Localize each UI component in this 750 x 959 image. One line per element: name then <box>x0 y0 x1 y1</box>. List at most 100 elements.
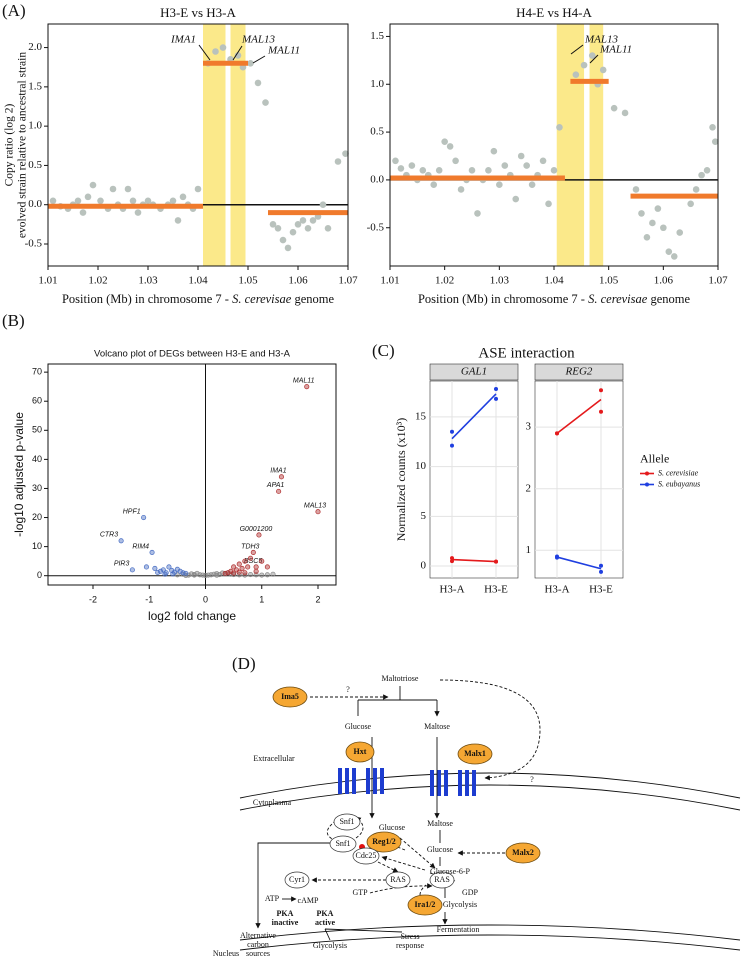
chart-title: H3-E vs H3-A <box>160 5 236 20</box>
plot-area <box>429 380 519 579</box>
process: Fermentation <box>437 925 480 934</box>
data-point <box>157 568 164 574</box>
data-point <box>242 570 248 576</box>
data-point <box>124 185 132 193</box>
data-point <box>319 201 327 209</box>
data-point <box>149 549 155 555</box>
protein-label: Snf1 <box>335 839 350 848</box>
replicate-point <box>599 563 603 568</box>
protein <box>329 835 357 853</box>
process: Glycolysis <box>313 941 347 950</box>
data-point <box>289 228 297 236</box>
data-point <box>170 571 176 577</box>
data-point <box>523 162 530 169</box>
x-tick-label: 1.02 <box>435 275 454 287</box>
data-point <box>610 104 618 112</box>
y-tick-label: 20 <box>32 512 42 522</box>
x-tick-label: 1.05 <box>238 275 258 287</box>
annotation: MAL11 <box>267 45 300 57</box>
data-point <box>212 48 219 55</box>
point-label: HPF1 <box>123 508 141 515</box>
legend-label: S. cerevisiae <box>658 468 699 477</box>
data-point <box>97 197 104 205</box>
pka-state: PKA <box>317 909 334 918</box>
data-point <box>247 59 254 67</box>
x-tick-label: 0 <box>203 594 208 604</box>
data-point <box>632 186 640 193</box>
replicate-point <box>494 386 498 391</box>
data-point <box>250 549 256 555</box>
protein-label: Snf1 <box>339 817 354 826</box>
data-point <box>129 567 135 573</box>
leader-line <box>570 44 584 55</box>
x-tick-label: 1.01 <box>380 275 399 287</box>
data-point <box>452 157 459 165</box>
data-point <box>512 195 520 203</box>
data-point <box>231 571 237 578</box>
data-point <box>194 185 202 193</box>
question-mark: ? <box>346 685 350 694</box>
arrow <box>377 861 399 873</box>
data-point <box>457 186 465 193</box>
data-point <box>430 181 438 188</box>
membrane <box>239 772 741 799</box>
point-label: TDH3 <box>241 543 259 550</box>
y-tick-label: 0 <box>37 570 42 580</box>
leader-line <box>589 54 599 64</box>
series-line <box>556 556 602 570</box>
data-point <box>245 564 251 570</box>
metabolite: GDP <box>462 888 479 897</box>
annotation: MAL13 <box>584 34 619 46</box>
y-tick-label: 1.0 <box>370 78 384 90</box>
nuclear-membrane <box>239 924 741 941</box>
protein <box>366 831 402 853</box>
protein <box>284 871 310 889</box>
x-tick-label: 1.03 <box>490 275 510 287</box>
data-point <box>299 217 307 224</box>
data-point <box>435 167 443 174</box>
replicate-point <box>450 559 454 564</box>
point-label: G0001200 <box>240 526 273 533</box>
data-point <box>278 474 284 480</box>
protein-label: Malx2 <box>512 848 534 857</box>
data-point <box>141 514 147 521</box>
data-point <box>239 565 245 571</box>
panel-label: (D) <box>232 654 256 673</box>
arrow <box>357 686 437 716</box>
metabolite: ATP <box>265 894 280 903</box>
data-point <box>279 236 287 244</box>
data-point <box>408 162 416 169</box>
compartment-label: Cytoplasma <box>253 798 292 807</box>
pka-state: inactive <box>272 918 299 927</box>
data-point <box>665 248 673 255</box>
replicate-point <box>555 431 559 436</box>
data-point <box>183 570 189 576</box>
plot-frame <box>47 363 337 586</box>
y-tick-label: 2 <box>526 482 532 494</box>
data-point <box>670 253 678 260</box>
protein-label: Ima5 <box>281 692 299 701</box>
data-point <box>247 555 254 561</box>
data-point <box>152 565 158 571</box>
metabolite: Maltose <box>427 819 453 828</box>
process: carbon <box>247 940 269 949</box>
data-point <box>496 181 503 188</box>
protein-label: Cdc25 <box>356 851 377 860</box>
question-mark: ? <box>530 775 534 784</box>
leader-line <box>198 44 211 61</box>
data-point <box>219 44 227 51</box>
highlight-band <box>589 24 604 266</box>
x-tick-label: 1.05 <box>599 275 619 287</box>
arrow <box>255 842 330 929</box>
y-tick-label: 1.0 <box>28 120 42 132</box>
arrow <box>419 884 427 896</box>
transporter <box>338 768 476 796</box>
data-point <box>501 162 509 169</box>
data-point <box>264 572 270 578</box>
data-point <box>118 538 124 544</box>
chart: 1.01 1.02 1.03 1.04 1.05 1.06 1.07 -0.5 0.0 0.5 1.… <box>4 5 358 306</box>
data-point <box>309 217 317 224</box>
point-label: PIR3 <box>114 561 130 568</box>
data-point <box>214 572 220 578</box>
data-point <box>177 568 183 574</box>
